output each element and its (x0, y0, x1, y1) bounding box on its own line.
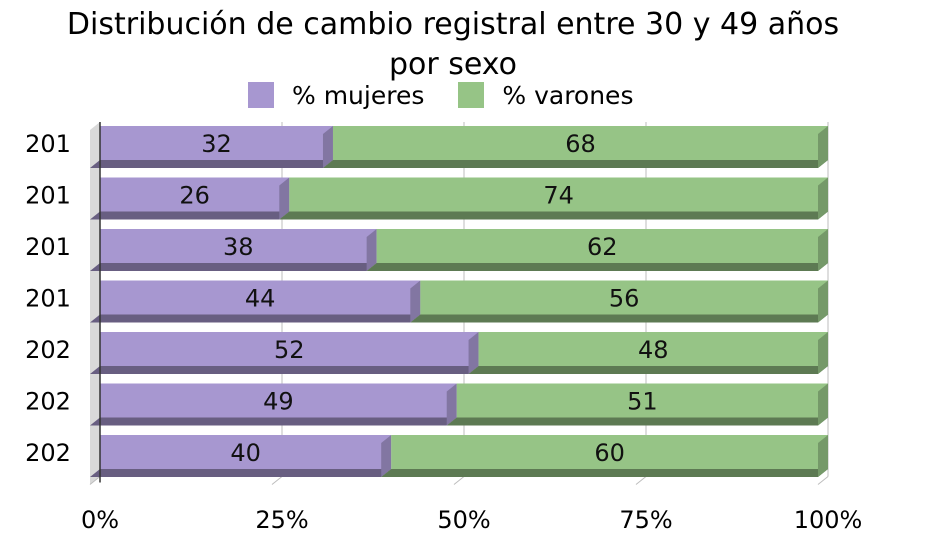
x-tick-label: 75% (619, 506, 672, 534)
chart-title-line-1: Distribución de cambio registral entre 3… (66, 7, 840, 42)
bar-value-label-mujeres: 26 (179, 182, 210, 210)
y-tick-label: 202 (25, 336, 71, 364)
bar-bottom-mujeres (90, 263, 377, 271)
legend: % mujeres % varones (248, 80, 667, 110)
bar-side-varones (818, 229, 828, 271)
x-tick-label: 50% (437, 506, 490, 534)
bar-varones (456, 383, 828, 418)
legend-swatch-varones (458, 82, 485, 108)
bar-value-label-mujeres: 44 (245, 285, 276, 313)
bar-side-mujeres (446, 383, 457, 426)
legend-label-mujeres: % mujeres (292, 80, 425, 110)
bar-bottom-varones (279, 211, 828, 220)
bar-value-label-mujeres: 38 (223, 233, 254, 261)
bar-side-mujeres (279, 177, 290, 220)
bar-side-varones (818, 126, 828, 168)
bar-bottom-mujeres (90, 469, 392, 477)
legend-label-varones: % varones (502, 80, 634, 110)
bar-bottom-mujeres (90, 211, 290, 220)
bar-value-label-varones: 74 (543, 182, 574, 210)
x-tick-label: 25% (255, 506, 308, 534)
bar-bottom-mujeres (90, 160, 333, 168)
bar-varones (478, 332, 828, 366)
y-tick-label: 202 (25, 388, 71, 416)
gridline-floor (271, 476, 283, 485)
bar-side-mujeres (381, 435, 392, 477)
bar-bottom-varones (446, 417, 828, 426)
bar-varones (289, 177, 828, 212)
gridline-floor (453, 476, 465, 485)
legend-swatch-mujeres (248, 82, 274, 108)
bar-value-label-varones: 62 (587, 233, 618, 261)
y-tick-label: 201 (25, 285, 71, 313)
bar-bottom-mujeres (90, 366, 479, 374)
x-tick-label: 0% (81, 506, 119, 534)
y-tick-label: 202 (25, 439, 71, 467)
legend-item-varones: % varones (458, 81, 633, 110)
bar-value-label-varones: 51 (627, 388, 658, 416)
bar-value-label-mujeres: 32 (201, 130, 232, 158)
bar-bottom-varones (468, 366, 828, 374)
bar-value-label-varones: 68 (565, 130, 596, 158)
bar-value-label-mujeres: 40 (230, 439, 261, 467)
y-tick-label: 201 (25, 233, 71, 261)
bar-mujeres (100, 383, 457, 418)
bar-varones (332, 126, 828, 160)
bar-varones (391, 435, 828, 469)
bar-side-varones (818, 280, 828, 323)
bar-mujeres (100, 229, 377, 263)
bar-bottom-varones (322, 160, 828, 168)
bar-side-varones (818, 332, 828, 374)
bar-bottom-varones (381, 469, 828, 477)
bar-mujeres (100, 177, 290, 212)
bar-value-label-mujeres: 49 (263, 388, 294, 416)
bar-side-varones (818, 177, 828, 220)
y-tick-label: 201 (25, 182, 71, 210)
bar-side-mujeres (322, 126, 333, 168)
bar-varones (376, 229, 828, 263)
bar-side-mujeres (468, 332, 479, 374)
bar-side-mujeres (410, 280, 421, 323)
bar-value-label-varones: 48 (638, 336, 669, 364)
bar-bottom-varones (410, 314, 828, 323)
x-tick-label: 100% (794, 506, 863, 534)
bar-bottom-mujeres (90, 417, 457, 426)
y-tick-label: 201 (25, 130, 71, 158)
bar-mujeres (100, 126, 333, 160)
plot-side-wall (90, 122, 100, 485)
bar-side-mujeres (366, 229, 377, 271)
bar-bottom-varones (366, 263, 828, 271)
gridline-floor (635, 476, 647, 485)
bar-side-varones (818, 383, 828, 426)
gridline-floor (817, 476, 829, 485)
bar-value-label-varones: 60 (594, 439, 625, 467)
chart-title-line-2: por sexo (388, 47, 517, 82)
bar-value-label-varones: 56 (609, 285, 640, 313)
bar-mujeres (100, 332, 479, 366)
bar-side-varones (818, 435, 828, 477)
legend-item-mujeres: % mujeres (248, 81, 424, 110)
gridline-floor (89, 476, 101, 485)
bar-bottom-mujeres (90, 314, 421, 323)
bar-mujeres (100, 280, 421, 315)
bar-mujeres (100, 435, 392, 469)
bar-varones (420, 280, 828, 315)
bar-value-label-mujeres: 52 (274, 336, 305, 364)
